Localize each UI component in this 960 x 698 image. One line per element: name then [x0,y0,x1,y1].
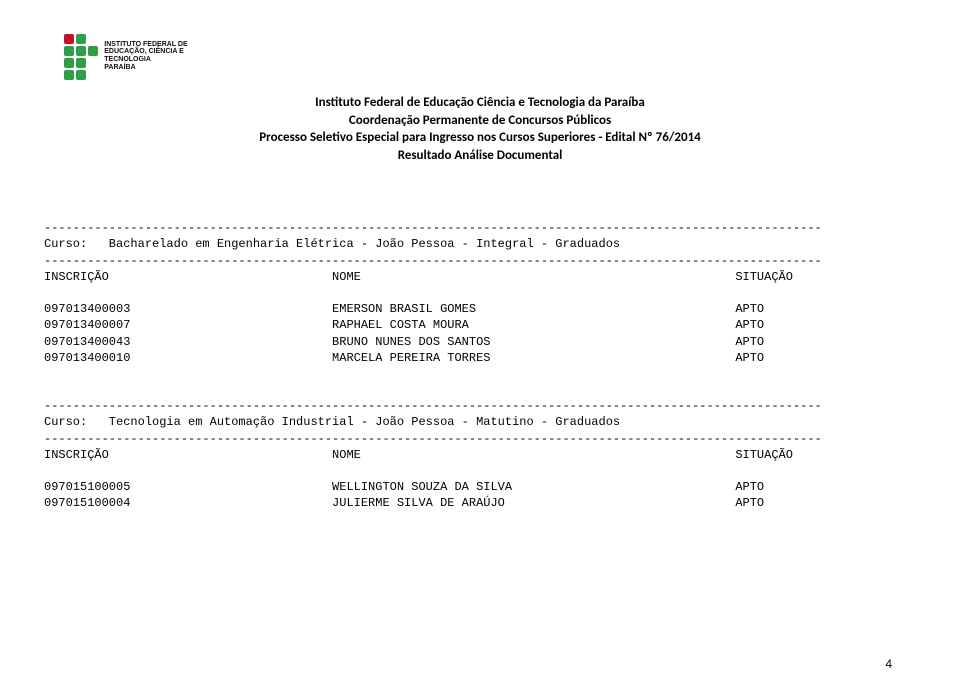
logo-mark [64,34,98,78]
logo-text-line2: EDUCAÇÃO, CIÊNCIA E TECNOLOGIA [104,48,204,63]
document-header: Instituto Federal de Educação Ciência e … [44,94,916,164]
logo-text: INSTITUTO FEDERAL DE EDUCAÇÃO, CIÊNCIA E… [104,41,204,72]
header-line-2: Coordenação Permanente de Concursos Públ… [44,112,916,130]
header-line-3: Processo Seletivo Especial para Ingresso… [44,129,916,147]
header-line-4: Resultado Análise Documental [44,147,916,165]
institution-logo: INSTITUTO FEDERAL DE EDUCAÇÃO, CIÊNCIA E… [64,26,204,86]
document-body: ----------------------------------------… [44,220,916,511]
header-line-1: Instituto Federal de Educação Ciência e … [44,94,916,112]
page-number: 4 [885,657,892,672]
logo-text-line3: PARAÍBA [104,64,204,72]
